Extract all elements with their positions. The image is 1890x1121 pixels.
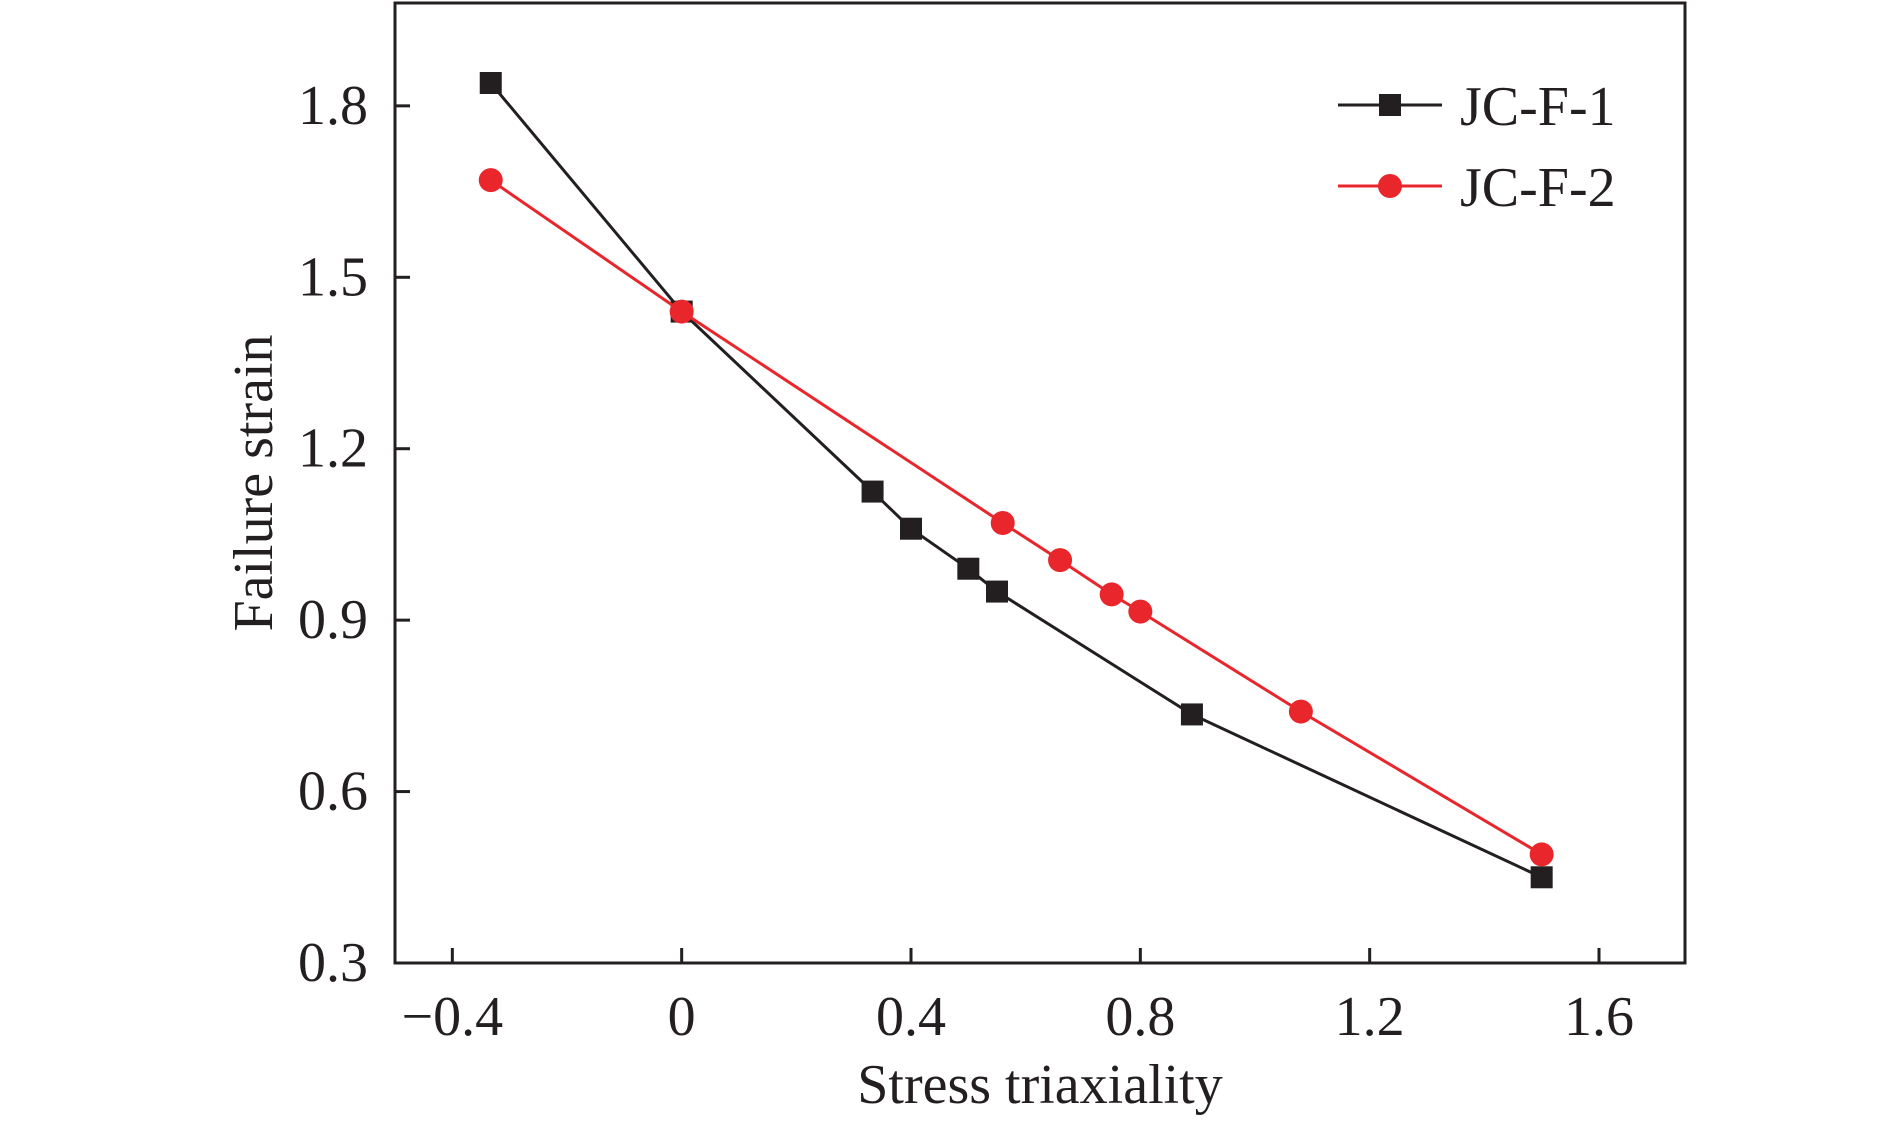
data-point-jc-f-2 xyxy=(1128,599,1153,624)
y-tick-label: 1.5 xyxy=(298,246,368,308)
x-tick-label: 1.2 xyxy=(1335,986,1405,1048)
data-point-jc-f-1 xyxy=(957,557,980,580)
data-point-jc-f-1 xyxy=(479,72,502,94)
data-point-jc-f-1 xyxy=(1180,703,1203,726)
data-point-jc-f-2 xyxy=(1048,548,1073,573)
data-point-jc-f-1 xyxy=(986,580,1008,603)
y-tick-label: 0.9 xyxy=(298,589,368,651)
plot-frame xyxy=(393,1,1687,965)
x-tick-label: −0.4 xyxy=(402,986,504,1048)
x-tick-label: 0 xyxy=(668,986,696,1048)
x-tick-label: 1.6 xyxy=(1564,986,1634,1048)
data-point-jc-f-2 xyxy=(669,299,694,324)
data-point-jc-f-1 xyxy=(900,517,922,540)
data-point-jc-f-2 xyxy=(478,168,503,193)
series-line-jc-f-1 xyxy=(489,82,1543,879)
series-layer xyxy=(478,72,1554,889)
y-tick-label: 1.2 xyxy=(298,418,368,480)
series-line-jc-f-2 xyxy=(489,178,1543,856)
data-point-jc-f-2 xyxy=(990,511,1015,535)
y-axis-label: Failure strain xyxy=(223,334,285,631)
y-tick-label: 0.3 xyxy=(298,932,368,994)
data-point-jc-f-2 xyxy=(1529,842,1554,867)
data-point-jc-f-2 xyxy=(1099,582,1124,607)
data-point-jc-f-1 xyxy=(861,480,884,503)
data-point-jc-f-2 xyxy=(1288,699,1313,724)
x-tick-label: 0.8 xyxy=(1105,986,1175,1048)
x-tick-label: 0.4 xyxy=(876,986,946,1048)
data-point-jc-f-1 xyxy=(1530,866,1553,889)
legend-marker-jc-f-2 xyxy=(1378,174,1402,198)
legend: JC-F-1 JC-F-2 xyxy=(1338,76,1616,219)
legend-marker-jc-f-1 xyxy=(1379,94,1401,116)
x-axis-label: Stress triaxiality xyxy=(857,1054,1223,1116)
legend-label-jc-f-1: JC-F-1 xyxy=(1460,76,1616,138)
legend-label-jc-f-2: JC-F-2 xyxy=(1460,157,1616,219)
axis-layer: −0.4 0 0.4 0.8 1.2 1.6 0.3 0.6 0.9 1.2 1.5 1.8 xyxy=(298,75,1634,1048)
y-tick-label: 1.8 xyxy=(298,75,368,137)
y-tick-label: 0.6 xyxy=(298,761,368,823)
